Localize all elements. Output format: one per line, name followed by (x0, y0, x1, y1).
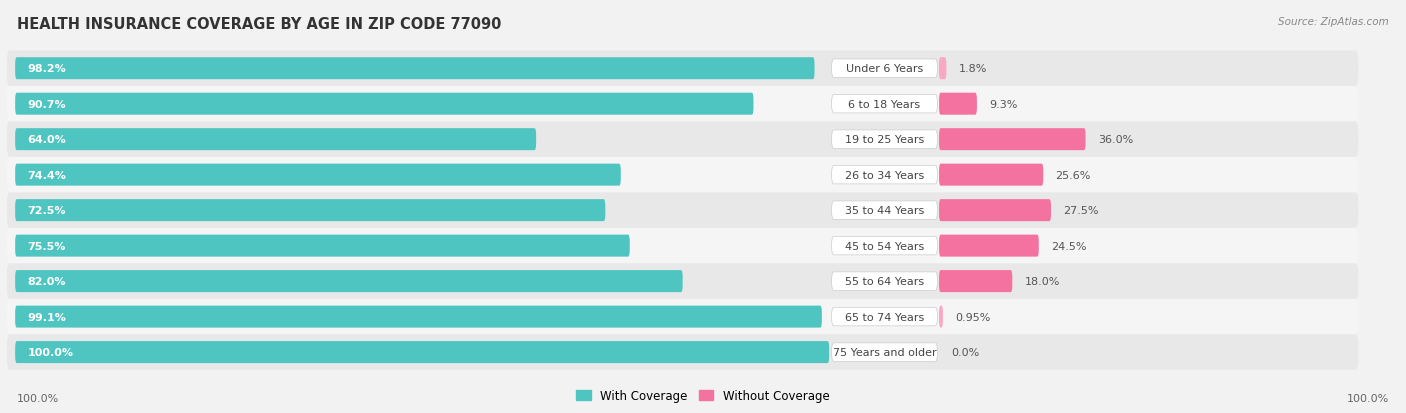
Text: 26 to 34 Years: 26 to 34 Years (845, 170, 924, 180)
Text: Under 6 Years: Under 6 Years (846, 64, 924, 74)
FancyBboxPatch shape (7, 264, 1358, 299)
FancyBboxPatch shape (831, 343, 938, 361)
FancyBboxPatch shape (939, 58, 946, 80)
FancyBboxPatch shape (15, 306, 823, 328)
FancyBboxPatch shape (15, 164, 621, 186)
FancyBboxPatch shape (15, 58, 814, 80)
Text: 35 to 44 Years: 35 to 44 Years (845, 206, 924, 216)
FancyBboxPatch shape (831, 202, 938, 220)
FancyBboxPatch shape (939, 199, 1052, 222)
Text: 1.8%: 1.8% (959, 64, 987, 74)
Text: 0.0%: 0.0% (952, 347, 980, 357)
Text: 74.4%: 74.4% (27, 170, 66, 180)
FancyBboxPatch shape (939, 271, 1012, 292)
FancyBboxPatch shape (831, 95, 938, 114)
Text: 24.5%: 24.5% (1052, 241, 1087, 251)
FancyBboxPatch shape (939, 129, 1085, 151)
Text: 36.0%: 36.0% (1098, 135, 1133, 145)
Text: 75 Years and older: 75 Years and older (832, 347, 936, 357)
FancyBboxPatch shape (831, 237, 938, 255)
Text: 100.0%: 100.0% (17, 393, 59, 403)
Text: 72.5%: 72.5% (27, 206, 66, 216)
FancyBboxPatch shape (7, 299, 1358, 335)
FancyBboxPatch shape (7, 228, 1358, 264)
FancyBboxPatch shape (831, 308, 938, 326)
FancyBboxPatch shape (939, 164, 1043, 186)
Text: 98.2%: 98.2% (27, 64, 66, 74)
FancyBboxPatch shape (831, 166, 938, 185)
Text: 100.0%: 100.0% (27, 347, 73, 357)
FancyBboxPatch shape (15, 199, 606, 222)
Text: 65 to 74 Years: 65 to 74 Years (845, 312, 924, 322)
Text: 6 to 18 Years: 6 to 18 Years (848, 100, 921, 109)
Text: 18.0%: 18.0% (1025, 276, 1060, 287)
Text: 19 to 25 Years: 19 to 25 Years (845, 135, 924, 145)
FancyBboxPatch shape (7, 87, 1358, 122)
FancyBboxPatch shape (7, 51, 1358, 87)
Text: 75.5%: 75.5% (27, 241, 66, 251)
Text: 99.1%: 99.1% (27, 312, 66, 322)
FancyBboxPatch shape (15, 235, 630, 257)
FancyBboxPatch shape (15, 93, 754, 115)
Text: 100.0%: 100.0% (1347, 393, 1389, 403)
Text: 90.7%: 90.7% (27, 100, 66, 109)
FancyBboxPatch shape (939, 235, 1039, 257)
FancyBboxPatch shape (15, 271, 683, 292)
FancyBboxPatch shape (831, 60, 938, 78)
FancyBboxPatch shape (939, 306, 943, 328)
Text: 25.6%: 25.6% (1056, 170, 1091, 180)
Text: 45 to 54 Years: 45 to 54 Years (845, 241, 924, 251)
Text: 55 to 64 Years: 55 to 64 Years (845, 276, 924, 287)
FancyBboxPatch shape (831, 272, 938, 291)
Text: 9.3%: 9.3% (990, 100, 1018, 109)
FancyBboxPatch shape (7, 193, 1358, 228)
FancyBboxPatch shape (939, 93, 977, 115)
Text: 0.95%: 0.95% (955, 312, 990, 322)
Legend: With Coverage, Without Coverage: With Coverage, Without Coverage (572, 385, 834, 407)
Text: HEALTH INSURANCE COVERAGE BY AGE IN ZIP CODE 77090: HEALTH INSURANCE COVERAGE BY AGE IN ZIP … (17, 17, 502, 31)
FancyBboxPatch shape (7, 157, 1358, 193)
Text: 27.5%: 27.5% (1063, 206, 1098, 216)
FancyBboxPatch shape (7, 335, 1358, 370)
FancyBboxPatch shape (831, 131, 938, 149)
Text: Source: ZipAtlas.com: Source: ZipAtlas.com (1278, 17, 1389, 26)
Text: 64.0%: 64.0% (27, 135, 66, 145)
Text: 82.0%: 82.0% (27, 276, 66, 287)
FancyBboxPatch shape (15, 129, 536, 151)
FancyBboxPatch shape (7, 122, 1358, 157)
FancyBboxPatch shape (15, 341, 830, 363)
